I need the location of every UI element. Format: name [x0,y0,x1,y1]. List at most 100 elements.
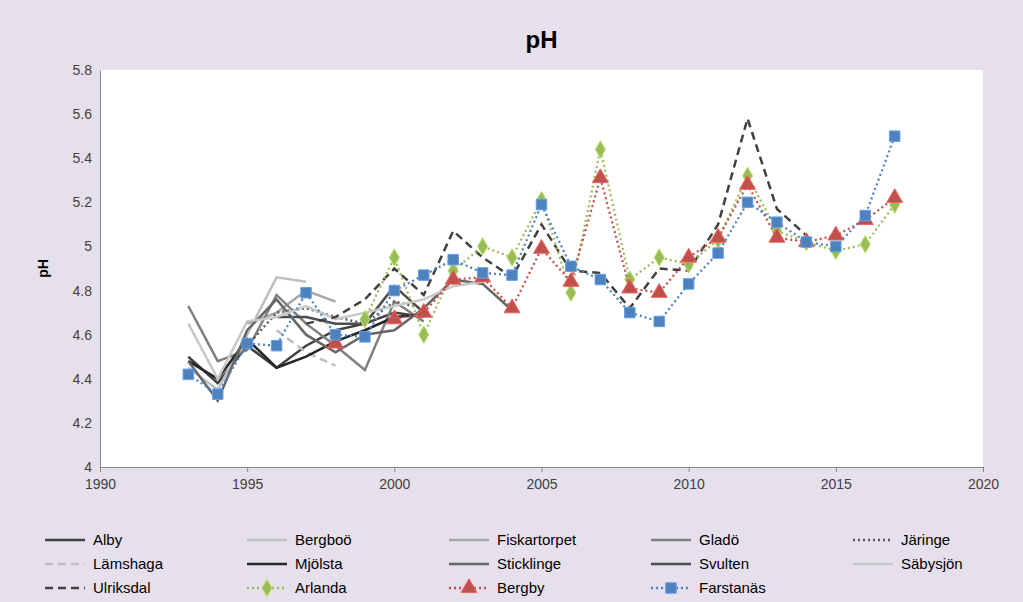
legend-line [449,563,489,566]
x-tick-label: 1990 [85,476,116,492]
series [188,280,512,401]
marker [389,249,399,267]
y-tick-label: 4.6 [73,327,93,343]
marker [592,169,608,183]
x-tick-label: 2000 [379,476,410,492]
marker [330,329,340,339]
y-tick: 4.6 [73,327,100,343]
x-tick: 2005 [526,467,557,492]
y-tick: 4.2 [73,415,100,431]
y-tick-label: 5.6 [73,106,93,122]
marker [742,197,752,207]
marker [713,248,723,258]
marker [654,316,664,326]
legend-item: Mjölsta [247,555,343,572]
marker [798,233,814,247]
y-tick: 5.6 [73,106,100,122]
legend-item: Lämshaga [45,555,164,572]
legend-item: Arlanda [247,579,347,597]
legend-line [247,539,287,542]
y-tick: 5.8 [73,62,100,78]
marker [857,211,873,225]
legend-item: Farstanäs [651,579,766,596]
x-tick: 2010 [674,467,705,492]
marker [769,228,785,242]
marker [828,226,844,240]
legend-label: Ulriksdal [93,579,151,596]
series [327,169,902,348]
y-tick: 5.2 [73,194,100,210]
x-tick-mark [689,467,690,472]
legend-label: Lämshaga [93,555,164,572]
legend-item: Fiskartorpet [449,531,577,548]
marker [710,228,726,242]
series-group [183,119,903,401]
legend-line [247,563,287,566]
marker [831,242,841,260]
marker [889,131,899,141]
series [188,282,482,379]
marker [478,238,488,256]
x-tick-mark [983,467,984,472]
marker [416,303,432,317]
legend-line [449,539,489,542]
marker [389,285,399,295]
x-tick-label: 2020 [968,476,999,492]
y-tick-label: 4.2 [73,415,93,431]
marker [360,332,370,342]
marker [622,279,638,293]
legend-marker [461,579,477,593]
legend-label: Farstanäs [699,579,766,596]
legend-line [651,563,691,566]
marker [563,273,579,287]
legend-label: Säbysjön [901,555,963,572]
legend-line [651,539,691,542]
legend-item: Ulriksdal [45,579,151,596]
legend-label: Mjölsta [295,555,343,572]
legend-label: Sticklinge [497,555,561,572]
plot: 199019952000200520102015202044.24.44.64.… [73,62,1000,492]
marker [654,249,664,267]
legend-label: Alby [93,531,123,548]
legend-line [45,539,85,542]
series-line [188,282,482,379]
y-axis-line [100,71,101,468]
marker [681,248,697,262]
marker [271,340,281,350]
marker [507,270,517,280]
legend-item: Bergboö [247,531,352,548]
y-tick-label: 5.8 [73,62,93,78]
series-line [306,119,806,324]
legend-line [45,563,85,566]
x-tick-label: 2010 [674,476,705,492]
legend-item: Sticklinge [449,555,561,572]
x-tick-mark [836,467,837,472]
marker [301,288,311,298]
y-tick: 5 [84,238,100,254]
y-tick: 4 [84,459,100,475]
marker [595,274,605,284]
marker [477,268,487,278]
marker [448,254,458,264]
marker [212,389,222,399]
series-line [188,280,512,401]
marker [504,299,520,313]
legend-item: Svulten [651,555,749,572]
y-tick: 4.8 [73,283,100,299]
marker [360,310,370,328]
marker [831,241,841,251]
legend-line [853,563,893,566]
marker [801,237,811,247]
y-tick-label: 5 [84,238,92,254]
x-tick-mark [394,467,395,472]
x-tick-label: 1995 [232,476,263,492]
marker [242,338,252,348]
plot-area [100,70,983,467]
series [360,141,900,344]
series [183,131,900,400]
y-tick: 5.4 [73,150,100,166]
x-tick-label: 2005 [526,476,557,492]
legend-item: Alby [45,531,123,548]
legend-label: Gladö [699,531,739,548]
x-tick: 2000 [379,467,410,492]
